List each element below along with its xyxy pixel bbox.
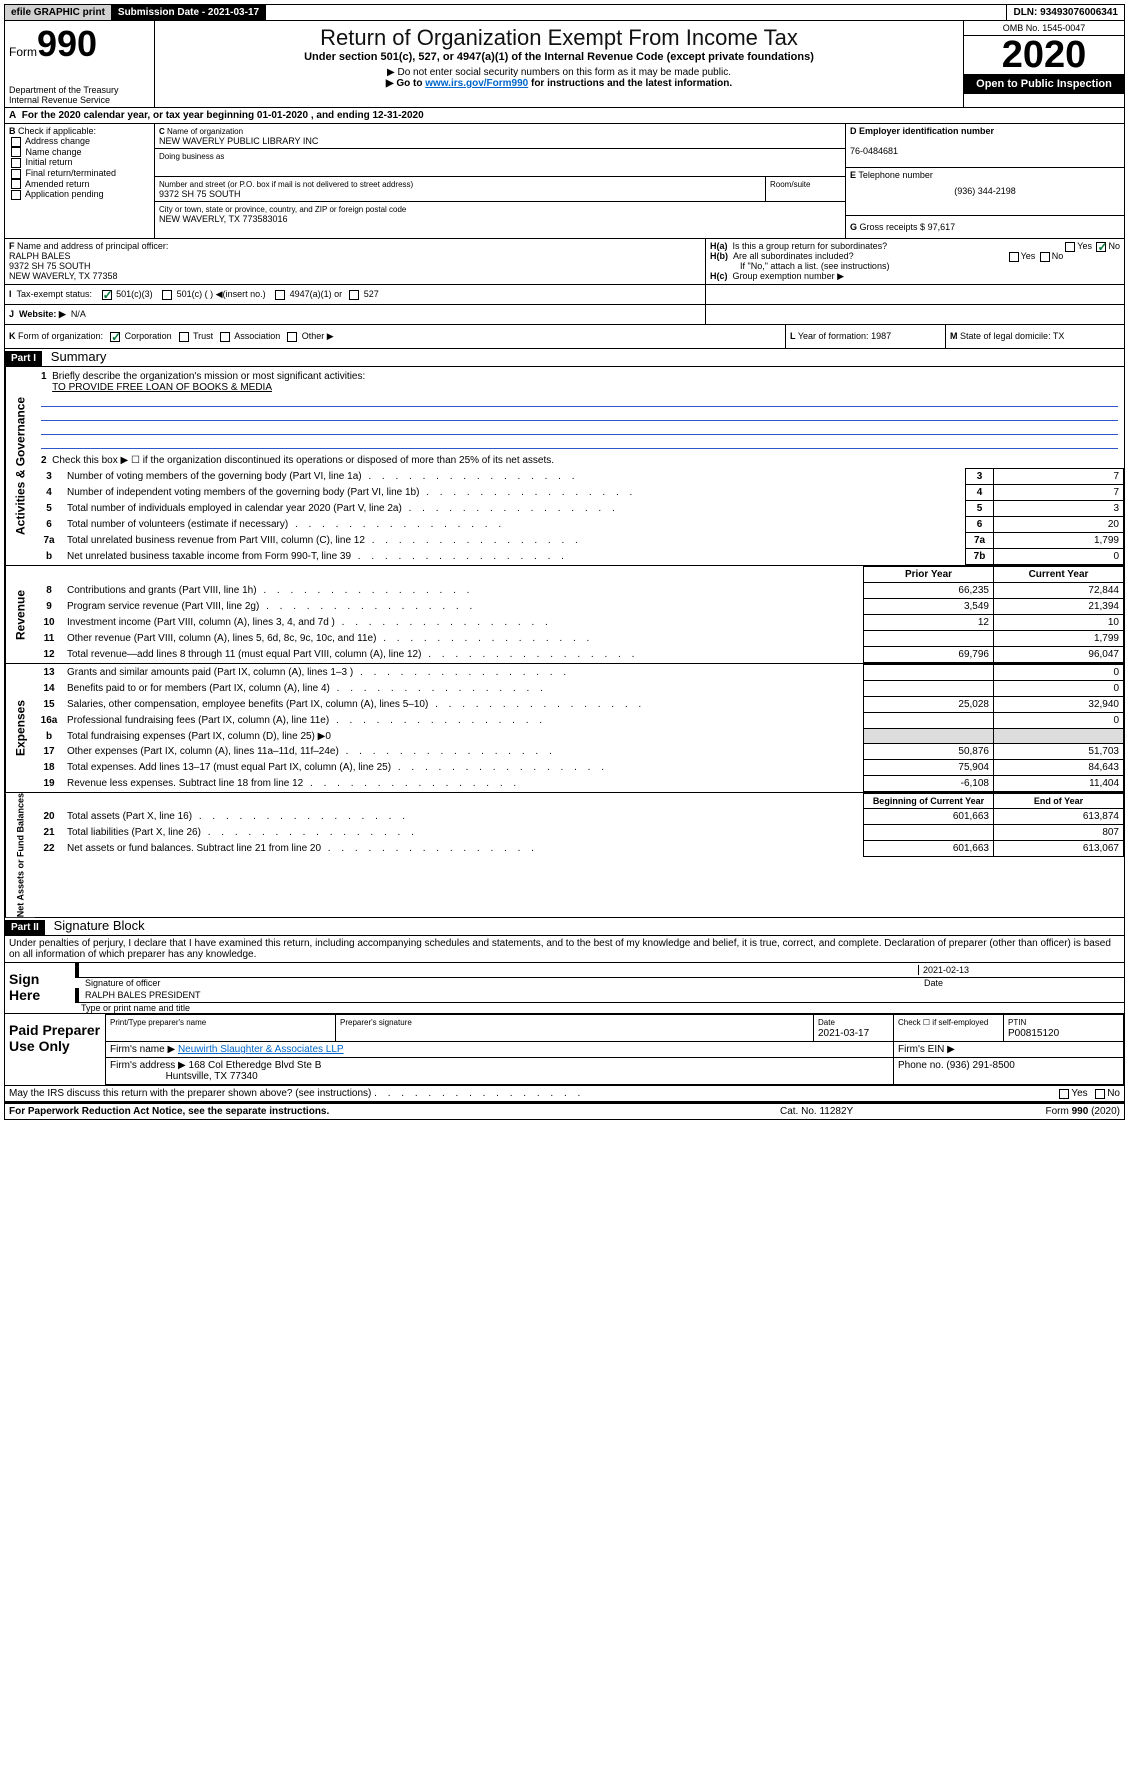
- table-row: 9 Program service revenue (Part VIII, li…: [35, 599, 1124, 615]
- 501c-checkbox[interactable]: [162, 290, 172, 300]
- dba-label: Doing business as: [159, 152, 224, 161]
- ein-value: 76-0484681: [850, 146, 898, 156]
- table-row: 5 Total number of individuals employed i…: [35, 501, 1124, 517]
- table-row: 22 Net assets or fund balances. Subtract…: [35, 841, 1124, 857]
- table-row: 10 Investment income (Part VIII, column …: [35, 615, 1124, 631]
- public-inspection: Open to Public Inspection: [964, 74, 1124, 94]
- vtab-expenses: Expenses: [5, 664, 35, 792]
- hb-no[interactable]: [1040, 252, 1050, 262]
- table-row: 17 Other expenses (Part IX, column (A), …: [35, 744, 1124, 760]
- table-row: 11 Other revenue (Part VIII, column (A),…: [35, 631, 1124, 647]
- ha-yes[interactable]: [1065, 242, 1075, 252]
- table-row: 18 Total expenses. Add lines 13–17 (must…: [35, 760, 1124, 776]
- 4947-checkbox[interactable]: [275, 290, 285, 300]
- top-bar: efile GRAPHIC print Submission Date - 20…: [4, 4, 1125, 21]
- submission-date: Submission Date - 2021-03-17: [112, 5, 266, 20]
- table-row: 19 Revenue less expenses. Subtract line …: [35, 776, 1124, 792]
- corp-checkbox[interactable]: [110, 332, 120, 342]
- assoc-checkbox[interactable]: [220, 332, 230, 342]
- form-footer: Form 990 (2020): [980, 1106, 1120, 1117]
- part1-title: Summary: [45, 349, 107, 364]
- table-row: 8 Contributions and grants (Part VIII, l…: [35, 583, 1124, 599]
- table-row: 13 Grants and similar amounts paid (Part…: [35, 665, 1124, 681]
- footer: For Paperwork Reduction Act Notice, see …: [4, 1102, 1125, 1120]
- instructions-link-row: ▶ Go to www.irs.gov/Form990 for instruct…: [159, 78, 959, 89]
- name-change-checkbox[interactable]: [11, 147, 21, 157]
- gross-receipts: 97,617: [928, 222, 956, 232]
- officer-group-row: F Name and address of principal officer:…: [4, 239, 1125, 285]
- tax-year: 2020: [964, 36, 1124, 74]
- org-name: NEW WAVERLY PUBLIC LIBRARY INC: [159, 136, 318, 146]
- form-number: Form990: [9, 23, 150, 65]
- department-label: Department of the Treasury: [9, 85, 150, 95]
- table-row: 6 Total number of volunteers (estimate i…: [35, 517, 1124, 533]
- part2-header: Part II: [5, 920, 45, 935]
- table-row: 16a Professional fundraising fees (Part …: [35, 713, 1124, 729]
- other-checkbox[interactable]: [287, 332, 297, 342]
- trust-checkbox[interactable]: [179, 332, 189, 342]
- efile-print-button[interactable]: efile GRAPHIC print: [5, 5, 112, 20]
- ssn-note: ▶ Do not enter social security numbers o…: [159, 67, 959, 78]
- table-row: 7a Total unrelated business revenue from…: [35, 533, 1124, 549]
- discuss-yes[interactable]: [1059, 1089, 1069, 1099]
- subtitle: Under section 501(c), 527, or 4947(a)(1)…: [159, 51, 959, 63]
- mission-text: TO PROVIDE FREE LOAN OF BOOKS & MEDIA: [52, 382, 272, 393]
- declaration-text: Under penalties of perjury, I declare th…: [4, 936, 1125, 963]
- application-pending-checkbox[interactable]: [11, 190, 21, 200]
- org-address: 9372 SH 75 SOUTH: [159, 189, 241, 199]
- table-row: 14 Benefits paid to or for members (Part…: [35, 681, 1124, 697]
- telephone-value: (936) 344-2198: [850, 186, 1120, 196]
- ptin: P00815120: [1008, 1028, 1059, 1039]
- paid-preparer-block: Paid Preparer Use Only Print/Type prepar…: [4, 1014, 1125, 1086]
- part1-header: Part I: [5, 351, 42, 366]
- org-info-row: B Check if applicable: Address change Na…: [4, 124, 1125, 239]
- part1-body: Activities & Governance 1 Briefly descri…: [4, 367, 1125, 566]
- vtab-governance: Activities & Governance: [5, 367, 35, 565]
- initial-return-checkbox[interactable]: [11, 158, 21, 168]
- table-row: 3 Number of voting members of the govern…: [35, 469, 1124, 485]
- amended-return-checkbox[interactable]: [11, 179, 21, 189]
- part2-title: Signature Block: [48, 918, 145, 933]
- table-row: b Net unrelated business taxable income …: [35, 549, 1124, 565]
- 501c3-checkbox[interactable]: [102, 290, 112, 300]
- final-return-checkbox[interactable]: [11, 169, 21, 179]
- org-city: NEW WAVERLY, TX 773583016: [159, 214, 288, 224]
- dln-label: DLN: 93493076006341: [1007, 5, 1124, 20]
- website-value: N/A: [71, 309, 86, 319]
- instructions-link[interactable]: www.irs.gov/Form990: [425, 78, 528, 89]
- irs-label: Internal Revenue Service: [9, 95, 150, 105]
- hb-yes[interactable]: [1009, 252, 1019, 262]
- table-row: b Total fundraising expenses (Part IX, c…: [35, 729, 1124, 744]
- sign-here-block: Sign Here 2021-02-13 Signature of office…: [4, 963, 1125, 1014]
- vtab-revenue: Revenue: [5, 566, 35, 663]
- firm-name-link[interactable]: Neuwirth Slaughter & Associates LLP: [178, 1044, 344, 1055]
- table-row: 21 Total liabilities (Part X, line 26) 8…: [35, 825, 1124, 841]
- form-header: Form990 Department of the Treasury Inter…: [4, 21, 1125, 108]
- table-row: 4 Number of independent voting members o…: [35, 485, 1124, 501]
- discuss-no[interactable]: [1095, 1089, 1105, 1099]
- address-change-checkbox[interactable]: [11, 137, 21, 147]
- table-row: 20 Total assets (Part X, line 16) 601,66…: [35, 809, 1124, 825]
- ha-no[interactable]: [1096, 242, 1106, 252]
- spacer: [266, 5, 1007, 20]
- table-row: 15 Salaries, other compensation, employe…: [35, 697, 1124, 713]
- 527-checkbox[interactable]: [349, 290, 359, 300]
- vtab-netassets: Net Assets or Fund Balances: [5, 793, 35, 917]
- officer-name: RALPH BALES PRESIDENT: [85, 990, 201, 1000]
- discuss-row: May the IRS discuss this return with the…: [4, 1086, 1125, 1102]
- return-title: Return of Organization Exempt From Incom…: [159, 25, 959, 51]
- table-row: 12 Total revenue—add lines 8 through 11 …: [35, 647, 1124, 663]
- tax-period: A For the 2020 calendar year, or tax yea…: [4, 108, 1125, 124]
